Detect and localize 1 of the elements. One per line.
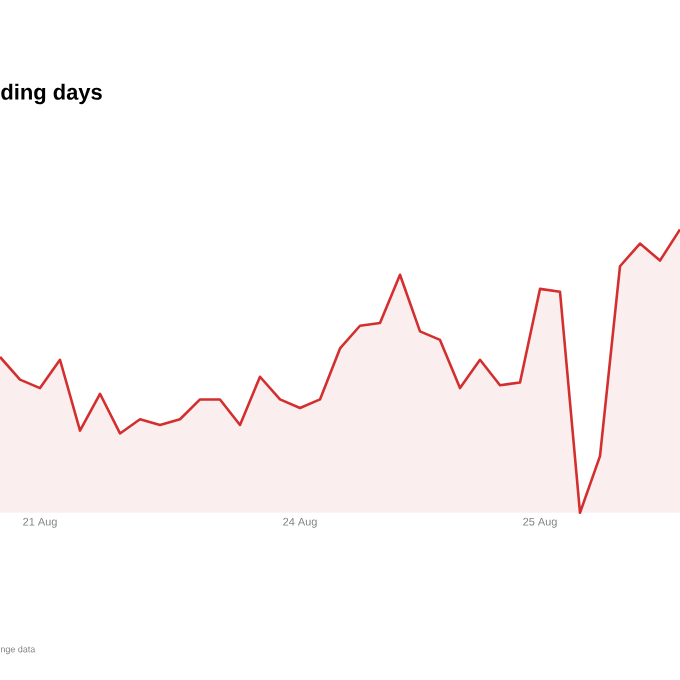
chart-title: ding days bbox=[1, 83, 102, 105]
